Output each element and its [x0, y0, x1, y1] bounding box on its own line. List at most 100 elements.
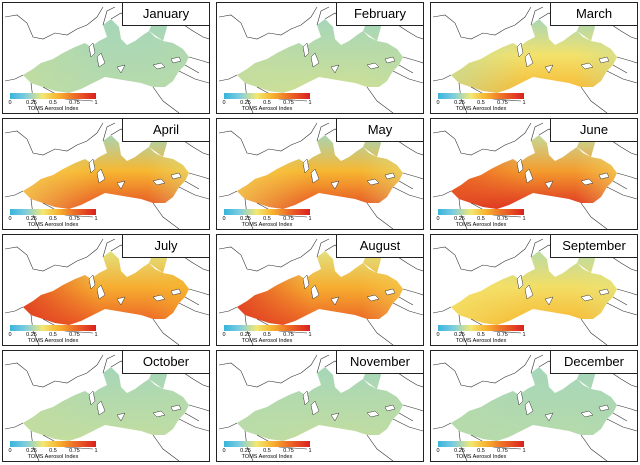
coastline — [432, 412, 637, 461]
aerosol-field-overlay — [237, 379, 403, 441]
island — [116, 412, 126, 422]
month-label: February — [336, 3, 423, 26]
colorbar — [10, 441, 96, 447]
month-panel: July 0 0.25 0.5 0.75 1 TOMS Aerosol Index — [2, 234, 210, 346]
colorbar-tick-label: 0.5 — [477, 100, 485, 106]
colorbar-tick-label: 1 — [308, 448, 312, 454]
colorbar-tick-label: 0.5 — [49, 100, 57, 106]
month-panel: September 0 0.25 0.5 0.75 1 TOMS Aerosol Index — [430, 234, 638, 346]
island — [524, 168, 534, 184]
colorbar-tick-label: 0.25 — [454, 216, 465, 222]
mediterranean-map — [4, 122, 209, 229]
island — [116, 64, 126, 74]
colorbar-tick-label: 0.25 — [26, 332, 37, 338]
colorbar — [224, 209, 310, 215]
island — [366, 410, 380, 418]
mediterranean-map — [432, 238, 637, 345]
month-label: September — [550, 235, 637, 258]
colorbar-tick-label: 1 — [308, 332, 312, 338]
coastline — [4, 180, 209, 229]
island — [598, 56, 610, 64]
month-panel: February 0 0.25 0.5 0.75 1 TOMS Aerosol Index — [216, 2, 424, 114]
colorbar-tick-label: 1 — [94, 100, 98, 106]
colorbar-tick-label: 1 — [94, 216, 98, 222]
legend-title: TOMS Aerosol Index — [455, 106, 507, 112]
island — [384, 404, 396, 412]
aerosol-field-overlay — [451, 147, 617, 209]
month-panel: January 0 0.25 0.5 0.75 1 TOMS Aerosol Index — [2, 2, 210, 114]
island — [302, 158, 310, 174]
island — [544, 412, 554, 422]
colorbar-tick-label: 0.5 — [49, 332, 57, 338]
color-legend: 0 0.25 0.5 0.75 1 TOMS Aerosol Index — [435, 441, 527, 461]
colorbar-tick-label: 0 — [436, 216, 440, 222]
island — [384, 56, 396, 64]
colorbar-tick-label: 0.75 — [283, 332, 294, 338]
island — [598, 404, 610, 412]
month-label: April — [122, 119, 209, 142]
colorbar-tick-label: 0.5 — [263, 100, 271, 106]
month-panel: August 0 0.25 0.5 0.75 1 TOMS Aerosol Index — [216, 234, 424, 346]
colorbar-tick-label: 0.25 — [240, 216, 251, 222]
month-label: November — [336, 351, 423, 374]
island — [170, 56, 182, 64]
island — [524, 284, 534, 300]
color-legend: 0 0.25 0.5 0.75 1 TOMS Aerosol Index — [7, 325, 99, 345]
colorbar — [438, 441, 524, 447]
colorbar-tick-label: 0.5 — [263, 332, 271, 338]
island — [88, 390, 96, 406]
colorbar-tick-label: 0.75 — [69, 100, 80, 106]
colorbar-tick-label: 0 — [436, 448, 440, 454]
island — [544, 180, 554, 190]
month-panel: April 0 0.25 0.5 0.75 1 TOMS Aerosol Index — [2, 118, 210, 230]
color-legend: 0 0.25 0.5 0.75 1 TOMS Aerosol Index — [7, 441, 99, 461]
island — [96, 284, 106, 300]
colorbar-tick-label: 0.75 — [283, 216, 294, 222]
island — [88, 158, 96, 174]
island — [524, 400, 534, 416]
legend-title: TOMS Aerosol Index — [455, 338, 507, 344]
island — [516, 158, 524, 174]
month-label: March — [550, 3, 637, 26]
coastline — [218, 180, 423, 229]
mediterranean-map — [218, 122, 423, 229]
island — [310, 168, 320, 184]
island — [116, 180, 126, 190]
colorbar-tick-label: 0.25 — [240, 332, 251, 338]
aerosol-field-overlay — [451, 263, 617, 325]
coastline — [218, 412, 423, 461]
colorbar-tick-label: 0.25 — [240, 100, 251, 106]
colorbar-tick-label: 1 — [522, 100, 526, 106]
colorbar-tick-label: 0.5 — [477, 448, 485, 454]
legend-title: TOMS Aerosol Index — [27, 338, 79, 344]
color-legend: 0 0.25 0.5 0.75 1 TOMS Aerosol Index — [435, 325, 527, 345]
island — [524, 52, 534, 68]
colorbar-tick-label: 1 — [94, 332, 98, 338]
color-legend: 0 0.25 0.5 0.75 1 TOMS Aerosol Index — [221, 441, 313, 461]
island — [580, 62, 594, 70]
colorbar-tick-label: 0.75 — [283, 100, 294, 106]
legend-title: TOMS Aerosol Index — [455, 222, 507, 228]
colorbar — [10, 93, 96, 99]
colorbar-tick-label: 1 — [522, 332, 526, 338]
colorbar-tick-label: 0 — [8, 448, 12, 454]
island — [96, 400, 106, 416]
colorbar-tick-label: 0.25 — [454, 100, 465, 106]
legend-title: TOMS Aerosol Index — [241, 222, 293, 228]
colorbar-tick-label: 0 — [222, 332, 226, 338]
coastline — [218, 64, 423, 113]
mediterranean-map — [432, 354, 637, 461]
aerosol-field-overlay — [451, 379, 617, 441]
island — [384, 288, 396, 296]
colorbar-tick-label: 0.25 — [26, 448, 37, 454]
month-label: January — [122, 3, 209, 26]
legend-title: TOMS Aerosol Index — [27, 222, 79, 228]
colorbar — [224, 93, 310, 99]
month-label: July — [122, 235, 209, 258]
colorbar-tick-label: 0.75 — [69, 332, 80, 338]
month-panel: October 0 0.25 0.5 0.75 1 TOMS Aerosol Index — [2, 350, 210, 462]
island — [152, 410, 166, 418]
legend-title: TOMS Aerosol Index — [241, 106, 293, 112]
colorbar-tick-label: 0.75 — [69, 216, 80, 222]
month-panel: June 0 0.25 0.5 0.75 1 TOMS Aerosol Index — [430, 118, 638, 230]
